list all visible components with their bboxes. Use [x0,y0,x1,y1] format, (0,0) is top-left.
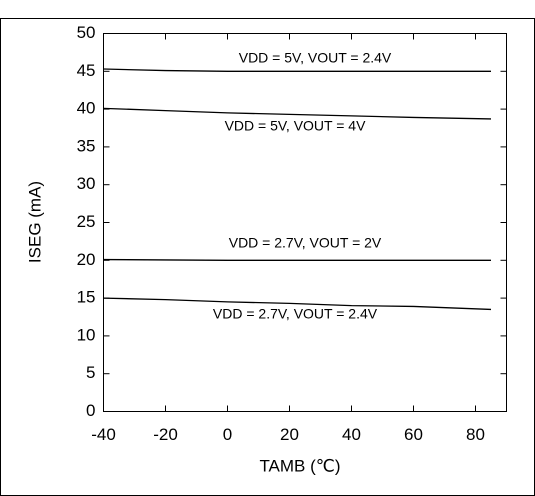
y-tick-label: 40 [77,99,96,118]
y-tick-label: 0 [86,401,95,420]
y-tick-label: 35 [77,136,96,155]
plot-area [103,33,507,412]
series-label: VDD = 2.7V, VOUT = 2V [229,235,382,251]
y-tick-label: 5 [86,363,95,382]
series-line [103,297,492,311]
series-label: VDD = 5V, VOUT = 2.4V [239,50,392,66]
x-tick-label: 20 [280,425,299,444]
x-tick-label: 60 [404,425,423,444]
x-tick-label: -20 [153,425,178,444]
series-line [103,107,492,120]
x-tick-label: 80 [466,425,485,444]
series-line [103,68,491,72]
series-label: VDD = 5V, VOUT = 4V [225,118,367,134]
y-tick-label: 10 [77,325,96,344]
y-tick-label: 15 [77,288,96,307]
series-label: VDD = 2.7V, VOUT = 2.4V [213,306,378,322]
y-tick-label: 25 [77,212,96,231]
x-axis-label: TAMB (℃) [259,456,340,475]
x-tick-label: -40 [91,425,116,444]
y-tick-label: 30 [77,174,96,193]
x-tick-label: 0 [223,425,232,444]
y-tick-label: 50 [77,23,96,42]
y-tick-label: 20 [77,250,96,269]
y-tick-label: 45 [77,61,96,80]
series-line [103,258,491,261]
y-axis-label: ISEG (mA) [25,181,44,263]
x-tick-label: 40 [342,425,361,444]
